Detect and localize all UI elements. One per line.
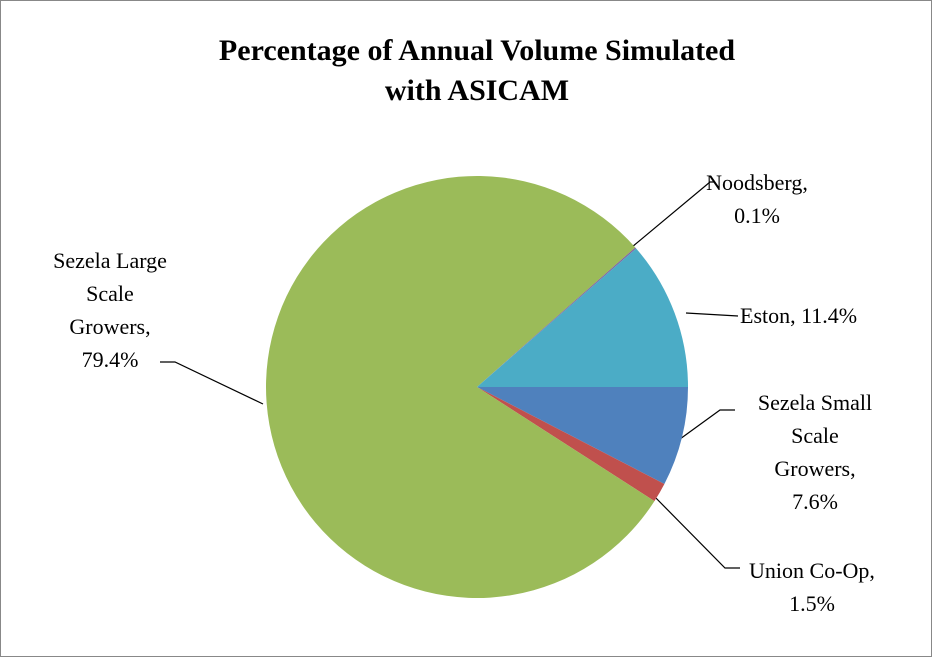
pie bbox=[266, 176, 688, 599]
pie-slice bbox=[477, 387, 688, 484]
data-label: Sezela Large Scale Growers, 79.4% bbox=[53, 248, 167, 372]
leader-line bbox=[649, 491, 740, 569]
pie-slice bbox=[266, 176, 655, 599]
leader-line bbox=[668, 409, 735, 448]
chart-title: Percentage of Annual Volume Simulated wit… bbox=[219, 34, 735, 107]
data-label: Eston, 11.4% bbox=[740, 303, 857, 328]
data-label: Noodsberg, 0.1% bbox=[706, 170, 808, 228]
pie-slice bbox=[477, 247, 637, 387]
pie-slice bbox=[477, 248, 688, 387]
leader-line bbox=[160, 361, 264, 405]
leader-line bbox=[685, 312, 739, 317]
pie-slice bbox=[477, 387, 665, 502]
data-label: Union Co-Op, 1.5% bbox=[749, 558, 875, 616]
leader-lines bbox=[160, 181, 740, 569]
data-label: Sezela Small Scale Growers, 7.6% bbox=[758, 390, 872, 514]
leader-line bbox=[631, 181, 715, 248]
